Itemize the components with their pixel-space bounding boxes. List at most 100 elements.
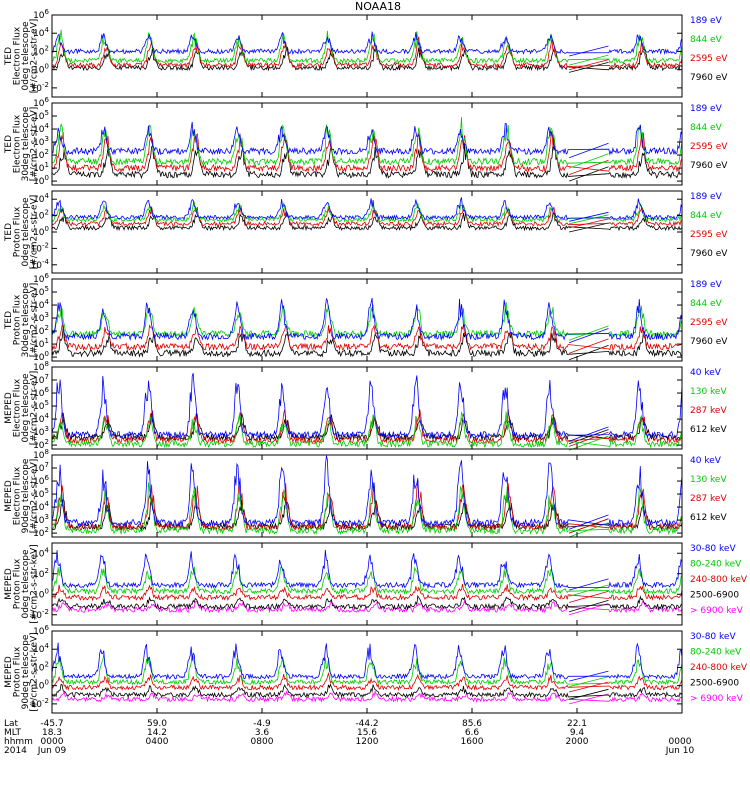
- legend-entry: 844 eV: [690, 123, 723, 133]
- y-axis-label-line: Electron Flux: [13, 466, 23, 525]
- gap-bridge-line: [569, 54, 609, 66]
- y-tick-exponent: 2: [45, 324, 49, 332]
- y-tick-exponent: 4: [45, 298, 50, 306]
- legend-entry: 80-240 keV: [690, 648, 742, 658]
- gap-bridge-line: [568, 600, 609, 613]
- x-ephemeris-value: 0400: [146, 737, 169, 747]
- series-line: [51, 324, 683, 352]
- gap-bridge-line: [568, 142, 609, 159]
- series-line: [51, 584, 683, 602]
- series-line: [51, 594, 683, 611]
- series-line: [51, 197, 683, 221]
- y-tick-exponent: 4: [45, 412, 50, 420]
- y-tick-exponent: 7: [45, 461, 49, 469]
- y-axis-label-line: TED: [4, 135, 14, 154]
- y-tick-exponent: 2: [45, 526, 49, 534]
- y-tick-exponent: -2: [42, 81, 49, 89]
- legend-entry: 130 keV: [690, 387, 727, 397]
- series-line: [51, 689, 683, 703]
- x-ephemeris-value: 2000: [566, 737, 589, 747]
- series-line: [51, 411, 683, 449]
- y-axis-label-line: 90deg telescope: [21, 458, 31, 533]
- y-axis-label-line: Proton Flux: [13, 646, 23, 697]
- legend-entry: > 6900 keV: [690, 694, 744, 704]
- series-line: [51, 408, 683, 445]
- y-tick-exponent: -4: [42, 258, 50, 266]
- y-axis-label-line: TED: [4, 47, 14, 66]
- y-tick-exponent: 0: [45, 225, 49, 233]
- y-tick-exponent: 7: [45, 373, 49, 381]
- gap-bridge-line: [568, 345, 609, 361]
- legend-entry: 130 keV: [690, 475, 727, 485]
- legend-entry: 7960 eV: [690, 249, 728, 259]
- gap-bridge-line: [569, 688, 609, 700]
- gap-bridge-line: [568, 153, 609, 169]
- x-row-label: 2014: [4, 746, 27, 756]
- x-row-label: Lat: [4, 719, 19, 729]
- y-axis-label-line: Electron Flux: [13, 26, 23, 85]
- y-tick-exponent: 3: [45, 311, 49, 319]
- x-ephemeris-value: -45.7: [40, 719, 63, 729]
- legend-entry: 612 keV: [690, 425, 727, 435]
- x-ephemeris-value: 3.6: [255, 728, 270, 738]
- legend-entry: 287 keV: [690, 406, 727, 416]
- x-ephemeris-value: 0800: [251, 737, 274, 747]
- series-line: [51, 45, 683, 72]
- series-line: [51, 143, 683, 180]
- y-axis-label-line: [#/cm2-s-str-keV]: [30, 632, 40, 711]
- y-axis-label-line: MEPED: [4, 568, 14, 600]
- y-axis-label-line: [#/cm2-s-str-eV]: [30, 107, 40, 182]
- series-line: [51, 671, 683, 691]
- y-tick-exponent: 0: [45, 679, 49, 687]
- x-ephemeris-value: Jun 09: [37, 746, 67, 756]
- y-axis-label-line: TED: [4, 311, 14, 330]
- series-line: [51, 482, 683, 536]
- y-axis-label-line: 0deg telescope: [21, 549, 31, 619]
- y-tick-exponent: 0: [45, 63, 49, 71]
- y-tick-exponent: 8: [45, 448, 49, 456]
- legend-entry: 287 keV: [690, 494, 727, 504]
- legend-entry: 2595 eV: [690, 318, 728, 328]
- gap-bridge-line: [568, 338, 609, 354]
- y-tick-exponent: 2: [45, 44, 49, 52]
- y-axis-label-line: 0deg telescope: [21, 197, 31, 267]
- y-tick-exponent: 0: [45, 587, 49, 595]
- y-tick-exponent: 5: [45, 285, 49, 293]
- y-axis-label-line: [#/cm2-s-str-eV]: [30, 459, 40, 534]
- y-axis-label-line: 30deg telescope: [21, 282, 31, 357]
- y-axis-label-line: [#/cm2-s-str-eV]: [30, 195, 40, 270]
- y-tick-exponent: 4: [45, 642, 50, 650]
- gap-bridge-line: [568, 166, 609, 182]
- gap-bridge-line: [568, 578, 609, 591]
- legend-entry: > 6900 keV: [690, 606, 744, 616]
- x-ephemeris-value: -4.9: [253, 719, 271, 729]
- x-ephemeris-value: 18.3: [42, 728, 62, 738]
- series-line: [51, 121, 683, 156]
- gap-bridge-line: [568, 590, 609, 603]
- x-ephemeris-value: 0000: [41, 737, 64, 747]
- legend-entry: 2500-6900: [690, 678, 739, 688]
- panel-frame: [51, 278, 683, 362]
- y-axis-label-line: 0deg telescope: [21, 21, 31, 91]
- legend-entry: 2500-6900: [690, 590, 739, 600]
- series-line: [51, 31, 683, 55]
- gap-bridge-line: [569, 676, 609, 687]
- x-ephemeris-value: 9.4: [570, 728, 585, 738]
- y-axis-label-line: Proton Flux: [13, 294, 23, 345]
- y-axis-label-line: [#/cm2-s-str-keV]: [30, 544, 40, 623]
- series-line: [51, 642, 683, 681]
- y-tick-exponent: -2: [42, 697, 49, 705]
- x-ephemeris-value: -44.2: [355, 719, 378, 729]
- series-line: [51, 565, 683, 596]
- y-tick-exponent: 6: [45, 474, 50, 482]
- gap-bridge-line: [569, 670, 609, 682]
- series-line: [51, 36, 683, 69]
- legend-entry: 612 keV: [690, 513, 727, 523]
- x-ephemeris-value: 6.6: [465, 728, 480, 738]
- y-axis-label-line: MEPED: [4, 480, 14, 512]
- gap-bridge-line: [568, 584, 609, 597]
- gap-bridge-line: [569, 45, 609, 57]
- y-axis-label-line: Electron Flux: [13, 378, 23, 437]
